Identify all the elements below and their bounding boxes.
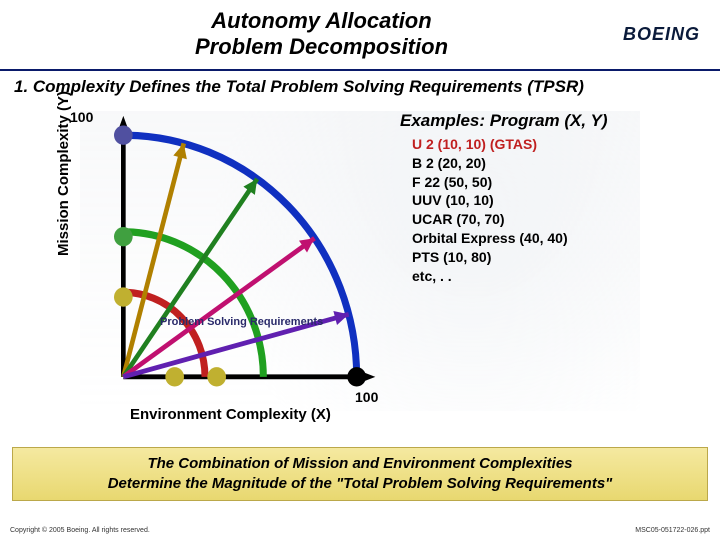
complexity-chart	[100, 111, 380, 401]
examples-title: Examples: Program (X, Y)	[400, 111, 700, 131]
example-item: PTS (10, 80)	[412, 248, 700, 267]
conclusion-bar: The Combination of Mission and Environme…	[12, 447, 708, 502]
title-line-2: Problem Decomposition	[195, 34, 448, 59]
example-item: B 2 (20, 20)	[412, 154, 700, 173]
example-item: Orbital Express (40, 40)	[412, 229, 700, 248]
header-rule	[0, 69, 720, 71]
content-area: 100 Mission Complexity (Y) Problem Solvi…	[0, 101, 720, 441]
page-title: Autonomy Allocation Problem Decompositio…	[20, 8, 623, 61]
example-item: etc, . .	[412, 267, 700, 286]
title-line-1: Autonomy Allocation	[211, 8, 431, 33]
y-tick-100: 100	[70, 109, 93, 125]
conclusion-line-2: Determine the Magnitude of the "Total Pr…	[108, 475, 613, 492]
examples-panel: Examples: Program (X, Y) U 2 (10, 10) (G…	[400, 111, 700, 286]
conclusion-line-1: The Combination of Mission and Environme…	[147, 455, 572, 472]
x-tick-100: 100	[355, 389, 378, 405]
x-axis-label: Environment Complexity (X)	[130, 406, 331, 423]
slide-id-text: MSC05-051722-026.ppt	[635, 527, 710, 534]
examples-list: U 2 (10, 10) (GTAS)B 2 (20, 20)F 22 (50,…	[400, 135, 700, 286]
boeing-logo: BOEING	[623, 24, 700, 45]
chart-inner-label: Problem Solving Requirements	[160, 316, 323, 328]
example-item: U 2 (10, 10) (GTAS)	[412, 135, 700, 154]
footer: Copyright © 2005 Boeing. All rights rese…	[10, 527, 710, 534]
y-axis-label: Mission Complexity (Y)	[55, 91, 72, 256]
copyright-text: Copyright © 2005 Boeing. All rights rese…	[10, 527, 150, 534]
example-item: UUV (10, 10)	[412, 191, 700, 210]
example-item: F 22 (50, 50)	[412, 173, 700, 192]
example-item: UCAR (70, 70)	[412, 210, 700, 229]
header: Autonomy Allocation Problem Decompositio…	[0, 0, 720, 67]
section-heading: 1. Complexity Defines the Total Problem …	[0, 77, 720, 101]
